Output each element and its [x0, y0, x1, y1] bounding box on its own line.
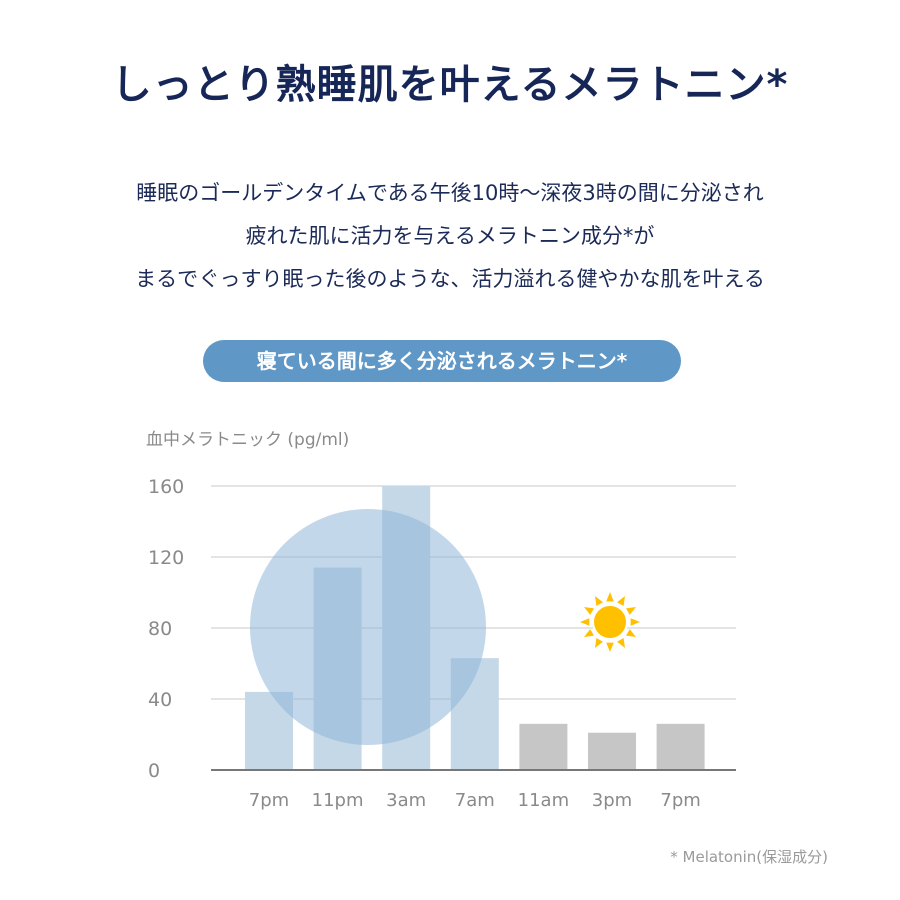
- x-tick-label: 7pm: [660, 790, 700, 811]
- sun-disc: [592, 604, 628, 640]
- night-period-circle: [250, 509, 486, 745]
- sun-ray: [606, 592, 614, 602]
- sun-ray: [626, 607, 636, 615]
- sun-ray: [584, 607, 594, 615]
- y-tick-label: 80: [148, 618, 172, 640]
- y-tick-label: 40: [148, 689, 172, 711]
- x-tick-label: 3am: [386, 790, 426, 811]
- x-tick-label: 7am: [455, 790, 495, 811]
- y-tick-label: 0: [148, 760, 160, 782]
- x-tick-label: 3pm: [592, 790, 632, 811]
- sun-icon: [580, 592, 640, 652]
- y-tick-label: 120: [148, 547, 184, 569]
- sun-ray: [630, 618, 640, 626]
- bar: [656, 723, 705, 770]
- sun-ray: [617, 596, 625, 606]
- sun-ray: [626, 629, 636, 637]
- x-tick-label: 11am: [518, 790, 569, 811]
- y-tick-label: 160: [148, 476, 184, 498]
- x-tick-label: 11pm: [312, 790, 364, 811]
- bar: [588, 732, 636, 770]
- description-line: 睡眠のゴールデンタイムである午後10時〜深夜3時の間に分泌され: [136, 181, 764, 205]
- x-tick-label: 7pm: [249, 790, 289, 811]
- description: 睡眠のゴールデンタイムである午後10時〜深夜3時の間に分泌され 疲れた肌に活力を…: [0, 172, 900, 301]
- sun-ray: [617, 638, 625, 648]
- sun-ray: [606, 642, 614, 652]
- page-title: しっとり熟睡肌を叶えるメラトニン*: [111, 62, 789, 108]
- sun-ray: [584, 629, 594, 637]
- description-line: まるでぐっすり眠った後のような、活力溢れる健やかな肌を叶える: [135, 267, 765, 291]
- footnote: * Melatonin(保湿成分): [670, 848, 828, 866]
- description-line: 疲れた肌に活力を与えるメラトニン成分*が: [245, 224, 655, 248]
- bar: [519, 723, 568, 770]
- section-badge: 寝ている間に多く分泌されるメラトニン*: [203, 340, 681, 382]
- sun-ray: [580, 618, 590, 626]
- sun-ray: [595, 596, 603, 606]
- sun-ray: [595, 638, 603, 648]
- y-axis-label: 血中メラトニック (pg/ml): [146, 430, 350, 450]
